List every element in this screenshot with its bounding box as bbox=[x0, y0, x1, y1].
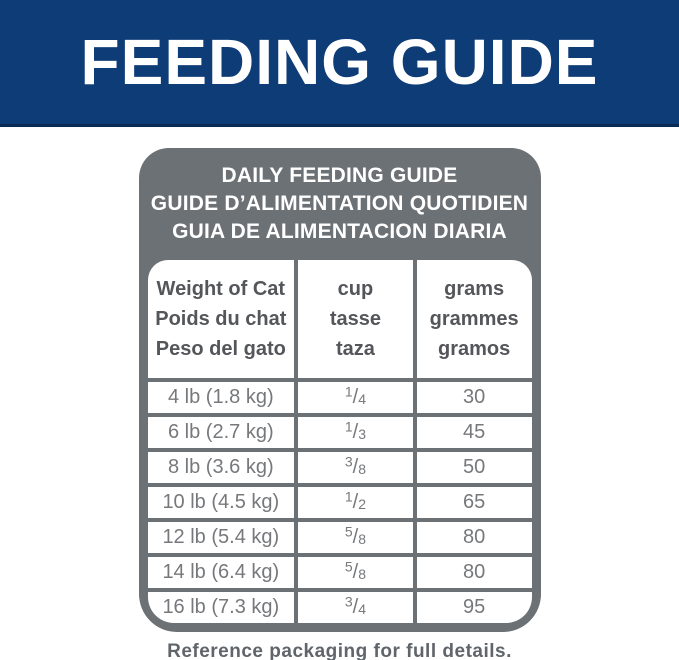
weight-cell: 14 lb (6.4 kg) bbox=[147, 557, 295, 588]
cup-fraction: 3/8 bbox=[344, 453, 367, 478]
col-header-grams-en: grams bbox=[444, 278, 505, 300]
cup-fraction: 1/4 bbox=[344, 383, 367, 408]
table-row: 6 lb (2.7 kg) 1/3 45 bbox=[147, 417, 532, 448]
cup-cell: 5/8 bbox=[298, 522, 413, 553]
cup-fraction: 1/2 bbox=[344, 488, 367, 513]
feeding-table-body: 4 lb (1.8 kg) 1/4 30 6 lb (2.7 kg) 1/3 45 8 lb… bbox=[147, 382, 532, 623]
cup-fraction: 5/8 bbox=[344, 523, 367, 548]
weight-cell: 8 lb (3.6 kg) bbox=[147, 452, 295, 483]
grams-cell: 45 bbox=[416, 417, 532, 448]
col-header-weight-es: Peso del gato bbox=[155, 338, 286, 360]
col-header-cup-fr: tasse bbox=[329, 308, 382, 330]
weight-cell: 10 lb (4.5 kg) bbox=[147, 487, 295, 518]
panel-title-line-en: DAILY FEEDING GUIDE bbox=[221, 164, 458, 187]
table-row: 14 lb (6.4 kg) 5/8 80 bbox=[147, 557, 532, 588]
weight-cell: 12 lb (5.4 kg) bbox=[147, 522, 295, 553]
feeding-table: Weight of Cat Poids du chat Peso del gat… bbox=[144, 256, 536, 627]
weight-cell: 6 lb (2.7 kg) bbox=[147, 417, 295, 448]
grams-cell: 95 bbox=[416, 592, 532, 623]
cup-cell: 3/8 bbox=[298, 452, 413, 483]
feeding-guide-banner: FEEDING GUIDE bbox=[0, 0, 679, 127]
panel-title-line-fr: GUIDE D’ALIMENTATION QUOTIDIEN bbox=[150, 192, 529, 215]
col-header-weight: Weight of Cat Poids du chat Peso del gat… bbox=[147, 260, 295, 378]
cup-fraction: 5/8 bbox=[344, 558, 367, 583]
footer-note: Reference packaging for full details. bbox=[167, 641, 512, 660]
table-row: 10 lb (4.5 kg) 1/2 65 bbox=[147, 487, 532, 518]
table-row: 4 lb (1.8 kg) 1/4 30 bbox=[147, 382, 532, 413]
grams-cell: 50 bbox=[416, 452, 532, 483]
col-header-cup: cup tasse taza bbox=[298, 260, 413, 378]
weight-cell: 16 lb (7.3 kg) bbox=[147, 592, 295, 623]
grams-cell: 30 bbox=[416, 382, 532, 413]
col-header-cup-es: taza bbox=[336, 338, 375, 360]
col-header-grams-fr: grammes bbox=[429, 308, 519, 330]
table-row: 16 lb (7.3 kg) 3/4 95 bbox=[147, 592, 532, 623]
cup-cell: 1/3 bbox=[298, 417, 413, 448]
panel-title-line-es: GUIA DE ALIMENTACION DIARIA bbox=[172, 220, 507, 243]
cup-cell: 1/2 bbox=[298, 487, 413, 518]
col-header-weight-fr: Poids du chat bbox=[155, 308, 287, 330]
cup-cell: 3/4 bbox=[298, 592, 413, 623]
grams-cell: 80 bbox=[416, 522, 532, 553]
col-header-grams-es: gramos bbox=[438, 338, 511, 360]
cup-fraction: 3/4 bbox=[344, 593, 367, 618]
page-title: FEEDING GUIDE bbox=[80, 26, 599, 98]
cup-cell: 5/8 bbox=[298, 557, 413, 588]
daily-feeding-panel: DAILY FEEDING GUIDE GUIDE D’ALIMENTATION… bbox=[138, 148, 541, 632]
col-header-cup-en: cup bbox=[337, 278, 374, 300]
panel-title: DAILY FEEDING GUIDE GUIDE D’ALIMENTATION… bbox=[144, 162, 536, 246]
col-header-weight-en: Weight of Cat bbox=[156, 278, 286, 300]
cup-fraction: 1/3 bbox=[344, 418, 367, 443]
col-header-grams: grams grammes gramos bbox=[416, 260, 532, 378]
cup-cell: 1/4 bbox=[298, 382, 413, 413]
weight-cell: 4 lb (1.8 kg) bbox=[147, 382, 295, 413]
grams-cell: 80 bbox=[416, 557, 532, 588]
table-row: 8 lb (3.6 kg) 3/8 50 bbox=[147, 452, 532, 483]
table-row: 12 lb (5.4 kg) 5/8 80 bbox=[147, 522, 532, 553]
table-header-row: Weight of Cat Poids du chat Peso del gat… bbox=[147, 260, 532, 378]
grams-cell: 65 bbox=[416, 487, 532, 518]
